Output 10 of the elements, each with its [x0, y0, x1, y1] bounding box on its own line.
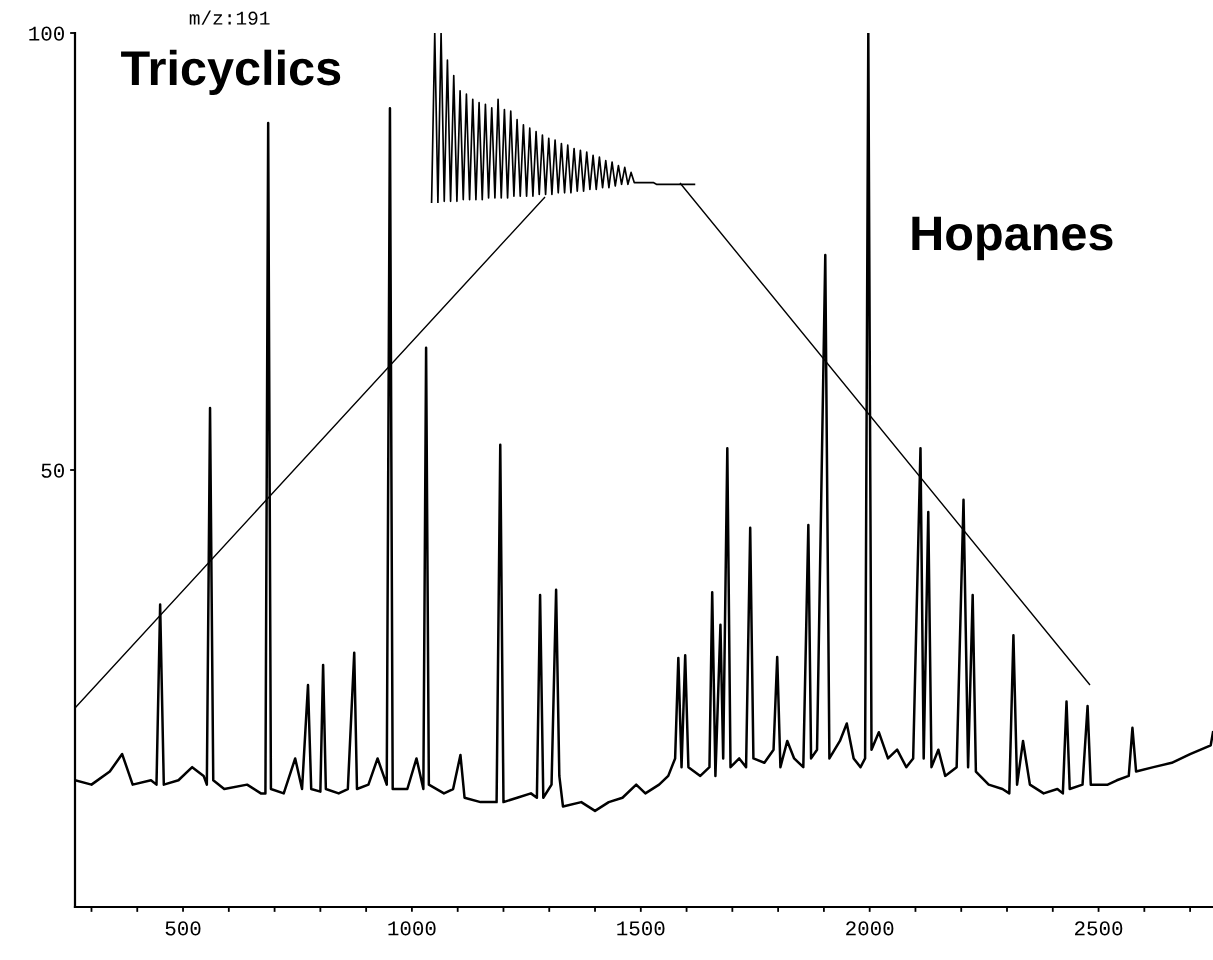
y-tick-label: 100: [29, 26, 64, 41]
x-tick-label: 1500: [617, 921, 665, 936]
x-tick-label: 1000: [388, 921, 436, 936]
x-tick-label: 2500: [1075, 921, 1123, 936]
annotation: Tricyclics: [121, 49, 341, 95]
y-tick-label: 50: [41, 463, 64, 478]
text: m/z:191: [189, 10, 270, 25]
x-tick-label: 500: [165, 921, 201, 936]
x-tick-label: 2000: [846, 921, 894, 936]
annotation: Hopanes: [912, 216, 1113, 261]
